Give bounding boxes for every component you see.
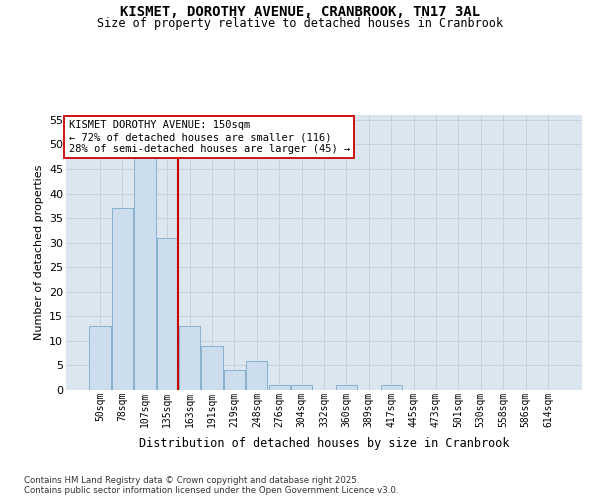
Text: KISMET, DOROTHY AVENUE, CRANBROOK, TN17 3AL: KISMET, DOROTHY AVENUE, CRANBROOK, TN17 … [120,5,480,19]
Text: Contains HM Land Registry data © Crown copyright and database right 2025.
Contai: Contains HM Land Registry data © Crown c… [24,476,398,495]
Bar [89,326,111,390]
Text: KISMET DOROTHY AVENUE: 150sqm
← 72% of detached houses are smaller (116)
28% of : KISMET DOROTHY AVENUE: 150sqm ← 72% of d… [68,120,350,154]
Bar [202,346,223,390]
Bar [179,326,200,390]
Bar [246,360,268,390]
Bar [380,385,402,390]
Text: Size of property relative to detached houses in Cranbrook: Size of property relative to detached ho… [97,18,503,30]
Bar [224,370,245,390]
Bar [291,385,312,390]
Bar [157,238,178,390]
Y-axis label: Number of detached properties: Number of detached properties [34,165,44,340]
Bar [336,385,357,390]
Text: Distribution of detached houses by size in Cranbrook: Distribution of detached houses by size … [139,438,509,450]
Bar [134,134,155,390]
Bar [112,208,133,390]
Bar [269,385,290,390]
